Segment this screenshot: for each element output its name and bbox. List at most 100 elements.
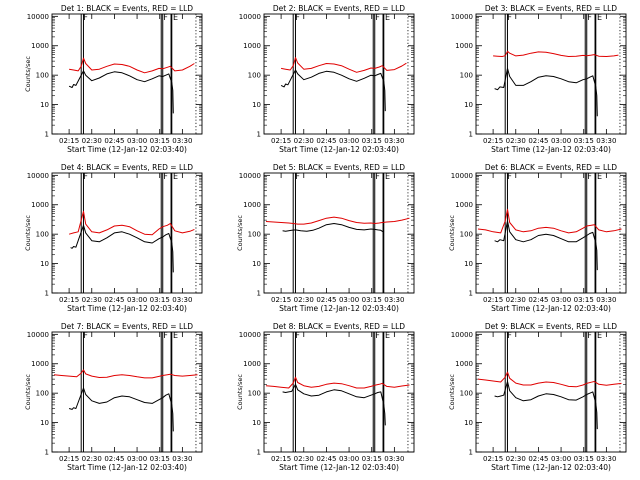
chart-title: Det 4: BLACK = Events, RED = LLD — [61, 163, 193, 172]
y-tick-label: 10000 — [27, 331, 49, 339]
y-tick-label: 10 — [252, 101, 261, 109]
y-tick-label: 1000 — [243, 42, 261, 50]
x-tick-label: 03:15 — [362, 137, 382, 145]
chart-title: Det 5: BLACK = Events, RED = LLD — [273, 163, 405, 172]
chart-panel-det-3: Det 3: BLACK = Events, RED = LLD 1 10 100 10… — [451, 4, 627, 154]
y-tick-label: 100 — [460, 72, 473, 80]
region-marker-label: E — [385, 172, 390, 181]
x-tick-label: 02:30 — [82, 296, 102, 304]
region-marker-label: F — [295, 172, 300, 181]
region-marker-label: E — [597, 172, 602, 181]
series-line-events — [70, 224, 174, 273]
x-tick-label: 02:15 — [59, 455, 79, 463]
y-tick-label: 1 — [257, 131, 261, 139]
x-tick-label: 02:15 — [59, 137, 79, 145]
series-line-lld — [265, 216, 410, 225]
y-tick-label: 1000 — [31, 201, 49, 209]
x-tick-label: 03:00 — [127, 296, 147, 304]
y-tick-label: 1 — [257, 449, 261, 457]
y-tick-label: 1000 — [455, 42, 473, 50]
x-tick-label: 02:15 — [271, 455, 291, 463]
series-line-events — [494, 381, 598, 430]
region-marker-label: F — [163, 13, 168, 22]
x-tick-label: 03:00 — [339, 455, 359, 463]
chart-panel-det-2: Det 2: BLACK = Events, RED = LLD 1 10 100 10… — [239, 4, 415, 154]
x-axis-label: Start Time (12-Jan-12 02:03:40) — [279, 145, 399, 154]
y-axis-label: Counts/sec — [24, 215, 32, 251]
y-axis-label: Counts/sec — [448, 215, 456, 251]
y-tick-label: 1000 — [455, 201, 473, 209]
x-tick-label: 02:45 — [316, 137, 336, 145]
chart-title: Det 2: BLACK = Events, RED = LLD — [273, 4, 405, 13]
x-tick-label: 02:45 — [528, 137, 548, 145]
x-tick-label: 02:30 — [82, 455, 102, 463]
x-tick-label: 03:30 — [596, 296, 616, 304]
region-marker-label: F — [295, 331, 300, 340]
region-marker-label: F — [163, 172, 168, 181]
y-tick-label: 1000 — [243, 201, 261, 209]
y-tick-label: 1 — [257, 290, 261, 298]
x-tick-label: 03:15 — [574, 455, 594, 463]
x-tick-label: 02:30 — [506, 137, 526, 145]
x-axis-label: Start Time (12-Jan-12 02:03:40) — [279, 304, 399, 313]
region-marker-label: F — [295, 13, 300, 22]
x-tick-label: 03:30 — [172, 455, 192, 463]
x-tick-label: 03:15 — [150, 137, 170, 145]
x-tick-label: 02:15 — [483, 296, 503, 304]
y-tick-label: 100 — [36, 72, 49, 80]
plot-frame — [475, 13, 627, 135]
y-tick-label: 100 — [248, 390, 261, 398]
x-tick-label: 03:30 — [596, 455, 616, 463]
series-line-events — [280, 69, 386, 112]
series-line-lld — [68, 210, 195, 236]
x-axis-label: Start Time (12-Jan-12 02:03:40) — [67, 463, 187, 472]
x-tick-label: 03:15 — [574, 296, 594, 304]
x-tick-label: 02:15 — [483, 137, 503, 145]
x-tick-label: 03:30 — [596, 137, 616, 145]
series-line-events — [494, 67, 598, 117]
region-marker-label: F — [375, 331, 380, 340]
region-marker-label: F — [587, 13, 592, 22]
plot-frame — [51, 331, 203, 453]
x-tick-label: 02:45 — [104, 137, 124, 145]
chart-title: Det 3: BLACK = Events, RED = LLD — [485, 4, 617, 13]
x-tick-label: 03:15 — [150, 455, 170, 463]
y-tick-label: 10000 — [239, 13, 261, 21]
y-tick-label: 100 — [36, 390, 49, 398]
region-marker-label: E — [173, 172, 178, 181]
y-tick-label: 100 — [248, 231, 261, 239]
x-tick-label: 02:45 — [528, 455, 548, 463]
chart-title: Det 9: BLACK = Events, RED = LLD — [485, 322, 617, 331]
plot-frame — [263, 172, 415, 294]
region-marker-label: F — [83, 331, 88, 340]
region-marker-label: F — [587, 172, 592, 181]
chart-panel-det-4: Det 4: BLACK = Events, RED = LLD 1 10 100 10… — [24, 163, 203, 313]
x-tick-label: 03:00 — [551, 137, 571, 145]
x-tick-label: 03:15 — [574, 137, 594, 145]
x-tick-label: 03:00 — [127, 455, 147, 463]
y-tick-label: 1000 — [243, 360, 261, 368]
x-axis-label: Start Time (12-Jan-12 02:03:40) — [279, 463, 399, 472]
x-tick-label: 03:30 — [172, 296, 192, 304]
x-tick-label: 02:30 — [82, 137, 102, 145]
region-marker-label: E — [385, 13, 390, 22]
y-tick-label: 100 — [460, 231, 473, 239]
plot-frame — [51, 13, 203, 135]
y-tick-label: 10000 — [451, 331, 473, 339]
region-marker-label: F — [83, 172, 88, 181]
plot-frame — [475, 172, 627, 294]
chart-panel-det-9: Det 9: BLACK = Events, RED = LLD 1 10 100 10… — [448, 322, 627, 472]
chart-title: Det 6: BLACK = Events, RED = LLD — [485, 163, 617, 172]
chart-panel-det-8: Det 8: BLACK = Events, RED = LLD 1 10 100 10… — [236, 322, 415, 472]
x-tick-label: 03:30 — [384, 296, 404, 304]
x-tick-label: 02:15 — [59, 296, 79, 304]
y-tick-label: 10000 — [451, 13, 473, 21]
series-line-lld — [477, 208, 622, 234]
x-tick-label: 03:00 — [339, 296, 359, 304]
region-marker-label: F — [507, 13, 512, 22]
x-tick-label: 02:30 — [506, 455, 526, 463]
chart-title: Det 8: BLACK = Events, RED = LLD — [273, 322, 405, 331]
region-marker-label: E — [385, 331, 390, 340]
region-marker-label: F — [163, 331, 168, 340]
